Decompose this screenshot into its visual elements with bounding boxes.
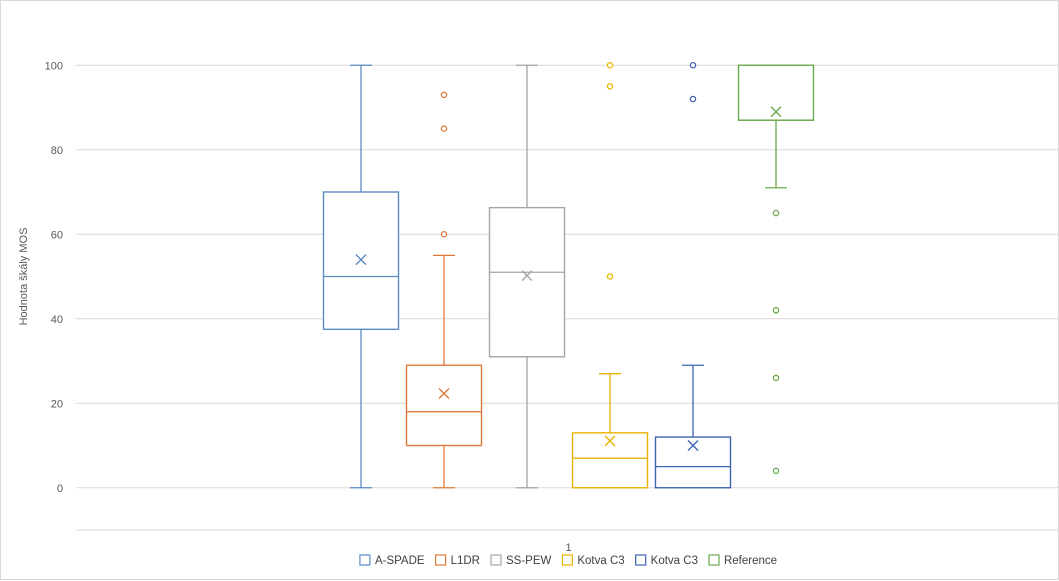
x-category-label: 1 (565, 542, 571, 554)
y-tick-label: 40 (51, 314, 63, 326)
outlier-point (772, 374, 780, 382)
mean-marker (770, 106, 782, 118)
box-iqr (571, 432, 649, 489)
legend-item: Reference (708, 554, 777, 567)
y-tick-label: 100 (45, 60, 63, 72)
legend-swatch (708, 554, 720, 566)
y-tick-label: 0 (57, 483, 63, 495)
box-series (488, 64, 566, 489)
legend-item: SS-PEW (490, 554, 552, 567)
legend-item: Kotva C3 (635, 554, 698, 567)
legend-label: Reference (724, 555, 777, 567)
legend-label: Kotva C3 (651, 555, 698, 567)
boxes (322, 62, 815, 489)
legend-swatch (434, 554, 447, 566)
outlier-point (689, 62, 697, 69)
box-series (571, 62, 649, 489)
y-tick-labels: 0 20 40 60 80 100 (45, 60, 63, 495)
outlier-point (440, 91, 448, 99)
box-series (737, 64, 815, 475)
y-tick-label: 60 (51, 229, 63, 241)
gridlines (76, 64, 1059, 531)
box-series (405, 91, 483, 489)
outlier-point (689, 95, 697, 103)
y-axis-title: Hodnota škály MOS (18, 228, 30, 326)
outlier-point (772, 467, 780, 475)
outlier-point (440, 230, 448, 238)
outlier-point (606, 273, 614, 280)
legend-item: L1DR (434, 554, 480, 567)
y-tick-label: 80 (51, 145, 63, 157)
box-iqr (405, 364, 483, 447)
legend-label: Kotva C3 (577, 555, 624, 567)
outlier-point (440, 125, 448, 132)
outlier-point (606, 83, 614, 90)
legend-label: SS-PEW (506, 555, 552, 567)
mean-marker (355, 254, 367, 266)
outlier-point (606, 62, 614, 69)
box-iqr (488, 206, 566, 358)
legend: A-SPADE L1DR SS-PEW Kotva C3 Kotva C3 Referen… (359, 554, 777, 567)
mean-marker (438, 388, 450, 400)
box-iqr (322, 191, 400, 331)
mean-marker (521, 270, 533, 282)
mean-marker (604, 435, 616, 447)
legend-swatch (359, 554, 371, 566)
legend-label: A-SPADE (375, 555, 425, 567)
legend-swatch (561, 554, 573, 566)
mean-marker (687, 440, 699, 451)
legend-label: L1DR (451, 555, 480, 567)
y-tick-label: 20 (51, 398, 63, 410)
legend-swatch (635, 554, 647, 566)
legend-item: Kotva C3 (561, 554, 625, 567)
legend-item: A-SPADE (359, 554, 425, 567)
box-series (322, 64, 400, 489)
legend-swatch (490, 554, 502, 566)
box-series (654, 62, 732, 489)
outlier-point (772, 307, 780, 314)
outlier-point (772, 209, 780, 217)
